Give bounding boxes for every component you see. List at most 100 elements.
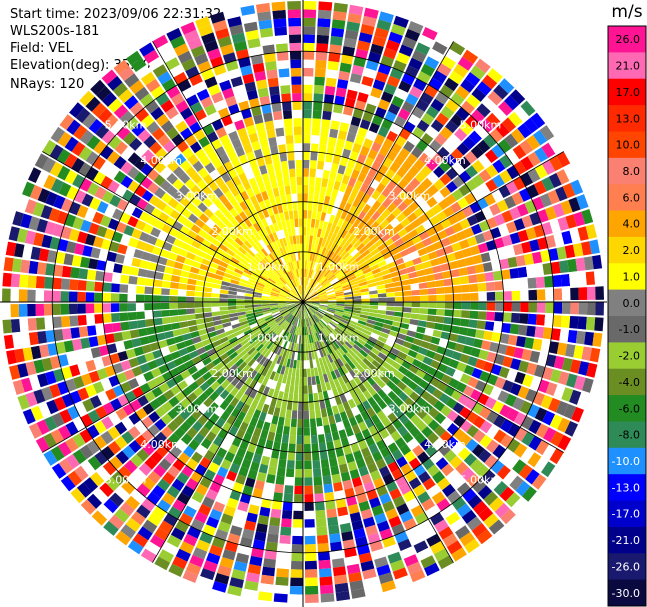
radar-gate	[524, 337, 535, 349]
radar-gate	[225, 329, 235, 336]
radar-gate	[304, 260, 308, 269]
radar-gate	[464, 336, 475, 347]
radar-gate	[520, 100, 536, 117]
radar-gate	[432, 329, 442, 338]
radar-gate	[306, 286, 310, 295]
radar-gate	[349, 369, 358, 379]
radar-gate	[486, 217, 498, 229]
radar-gate	[306, 226, 311, 236]
radar-gate	[439, 126, 453, 140]
radar-gate	[437, 363, 449, 374]
radar-gate	[184, 190, 196, 202]
radar-gate	[308, 317, 312, 326]
radar-gate	[434, 519, 449, 533]
radar-gate	[374, 321, 384, 328]
radar-gate	[281, 518, 292, 528]
radar-gate	[282, 357, 288, 367]
radar-gate	[303, 402, 309, 411]
radar-gate	[303, 109, 312, 119]
radar-gate	[183, 236, 194, 246]
radar-gate	[406, 153, 418, 165]
radar-gate	[72, 338, 83, 351]
radar-gate	[136, 285, 145, 294]
radar-gate	[321, 347, 327, 357]
radar-gate	[497, 390, 510, 403]
radar-gate	[404, 397, 415, 408]
radar-gate	[297, 193, 303, 202]
radar-gate	[282, 311, 290, 317]
radar-gate	[255, 252, 264, 261]
radar-gate	[227, 585, 243, 597]
radar-gate	[154, 325, 164, 334]
radar-gate	[268, 253, 276, 262]
radar-gate	[156, 394, 168, 406]
radar-gate	[65, 454, 80, 470]
radar-gate	[273, 161, 282, 172]
radar-gate	[110, 293, 120, 302]
radar-gate	[291, 279, 297, 288]
radar-gate	[249, 246, 258, 255]
radar-gate	[49, 236, 61, 250]
radar-gate	[331, 188, 339, 199]
radar-gate	[360, 291, 370, 296]
radar-gate	[341, 317, 350, 323]
radar-gate	[252, 409, 262, 420]
radar-gate	[221, 340, 231, 348]
radar-gate	[416, 326, 426, 334]
radar-gate	[444, 309, 454, 317]
radar-gate	[345, 372, 354, 382]
radar-gate	[340, 471, 351, 482]
radar-gate	[455, 381, 467, 393]
radar-gate	[560, 274, 571, 287]
radar-gate	[358, 465, 369, 477]
radar-gate	[313, 253, 319, 263]
radar-gate	[170, 350, 181, 360]
radar-gate	[390, 233, 401, 243]
radar-gate	[69, 102, 85, 118]
radar-gate	[376, 193, 387, 204]
radar-gate	[72, 417, 86, 432]
radar-gate	[332, 266, 340, 274]
field-label: Field: VEL	[10, 41, 73, 56]
radar-gate	[286, 303, 295, 307]
radar-gate	[498, 101, 513, 116]
radar-gate	[476, 273, 486, 283]
radar-gate	[518, 464, 533, 480]
radar-gate	[498, 184, 511, 198]
radar-gate	[549, 414, 563, 430]
radar-gate	[297, 302, 303, 309]
radar-gate	[313, 392, 319, 402]
radar-gate	[248, 225, 257, 235]
radar-gate	[95, 124, 110, 139]
radar-gate	[577, 226, 589, 241]
radar-gate	[325, 381, 332, 391]
radar-gate	[373, 225, 384, 235]
radar-gate	[173, 427, 186, 439]
radar-gate	[512, 144, 527, 160]
radar-gate	[311, 316, 317, 324]
radar-gate	[424, 208, 436, 220]
radar-gate	[493, 414, 506, 429]
radar-gate	[88, 336, 99, 348]
radar-gate	[152, 303, 162, 310]
radar-gate	[282, 349, 288, 358]
radar-gate	[574, 375, 586, 391]
radar-gate	[237, 501, 249, 512]
radar-gate	[395, 575, 411, 588]
radar-gate	[162, 323, 173, 332]
radar-gate	[257, 374, 265, 384]
radar-gate	[147, 470, 161, 484]
radar-gate	[337, 403, 345, 414]
radar-gate	[273, 372, 280, 382]
radar-gate	[332, 244, 339, 253]
radar-gate	[264, 198, 272, 209]
radar-gate	[252, 167, 261, 178]
radar-gate	[146, 326, 156, 335]
radar-gate	[225, 60, 239, 72]
radar-gate	[305, 326, 309, 336]
radar-gate	[219, 310, 229, 316]
radar-gate	[333, 225, 341, 235]
radar-gate	[332, 330, 341, 338]
radar-gate	[595, 286, 604, 300]
radar-gate	[455, 230, 467, 241]
